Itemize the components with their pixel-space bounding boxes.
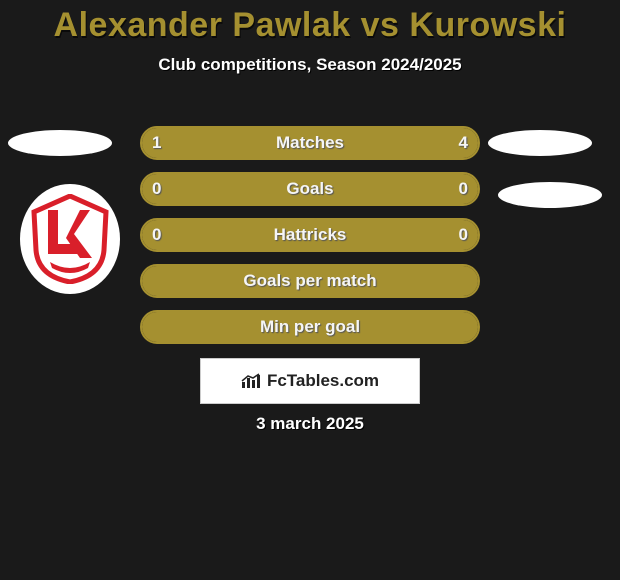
stat-label: Goals per match xyxy=(243,271,376,291)
comparison-rows: 1 Matches 4 0 Goals 0 0 Hattricks 0 Goal… xyxy=(140,126,480,356)
stat-row-min-per-goal: Min per goal xyxy=(140,310,480,344)
stat-row-goals: 0 Goals 0 xyxy=(140,172,480,206)
generated-date: 3 march 2025 xyxy=(0,414,620,434)
page-title: Alexander Pawlak vs Kurowski xyxy=(0,6,620,45)
stat-left-value: 0 xyxy=(152,225,161,245)
player-right-mid-ellipse xyxy=(498,182,602,208)
stat-right-value: 4 xyxy=(459,133,468,153)
stat-label: Hattricks xyxy=(274,225,347,245)
player-left-ellipse xyxy=(8,130,112,156)
stat-label: Min per goal xyxy=(260,317,360,337)
bar-chart-icon xyxy=(241,373,261,389)
player-right-top-ellipse xyxy=(488,130,592,156)
stat-left-value: 0 xyxy=(152,179,161,199)
page-subtitle: Club competitions, Season 2024/2025 xyxy=(0,55,620,75)
watermark-box: FcTables.com xyxy=(200,358,420,404)
stat-row-matches: 1 Matches 4 xyxy=(140,126,480,160)
stat-right-value: 0 xyxy=(459,179,468,199)
club-badge-svg xyxy=(30,194,110,284)
stat-label: Goals xyxy=(286,179,333,199)
stat-label: Matches xyxy=(276,133,344,153)
watermark-text: FcTables.com xyxy=(267,371,379,391)
stat-row-goals-per-match: Goals per match xyxy=(140,264,480,298)
stat-row-hattricks: 0 Hattricks 0 xyxy=(140,218,480,252)
stat-left-value: 1 xyxy=(152,133,161,153)
club-badge xyxy=(20,184,120,294)
stat-right-value: 0 xyxy=(459,225,468,245)
